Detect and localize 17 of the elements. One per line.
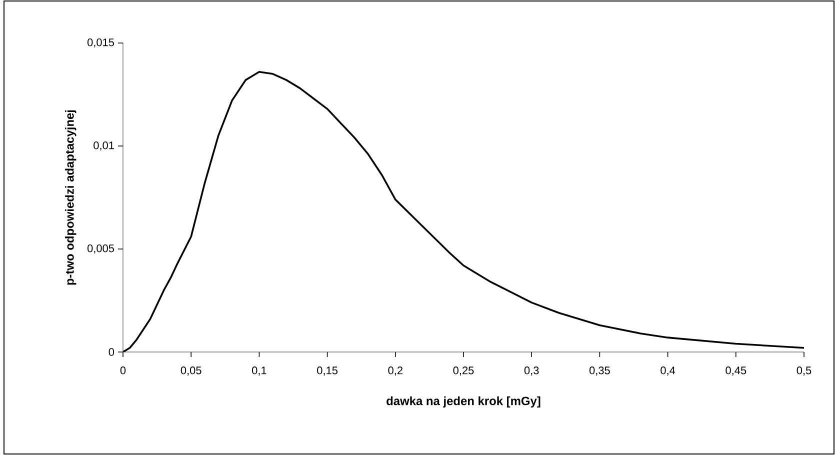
x-axis-title: dawka na jeden krok [mGy] [386,396,540,408]
x-tick-label: 0,1 [252,366,266,376]
x-tick-label: 0,2 [388,366,402,376]
x-tick-label: 0,45 [726,366,746,376]
x-tick-label: 0 [120,366,126,374]
y-axis-title: p-two odpowiedzi adaptacyjnej [65,110,76,285]
x-tick-label: 0,15 [317,366,338,376]
y-tick-label: 0,01 [94,141,114,151]
y-tick-label: 0,015 [87,38,114,48]
x-tick-label: 0,5 [796,366,812,376]
x-tick-label: 0,05 [180,366,202,376]
x-tick-label: 0,25 [453,366,474,376]
x-tick-label: 0,35 [589,366,610,376]
y-tick-label: 0,005 [87,244,114,254]
y-tick-label: 0 [108,348,114,356]
x-tick-label: 0,3 [524,366,539,376]
x-tick-label: 0,4 [660,366,676,376]
